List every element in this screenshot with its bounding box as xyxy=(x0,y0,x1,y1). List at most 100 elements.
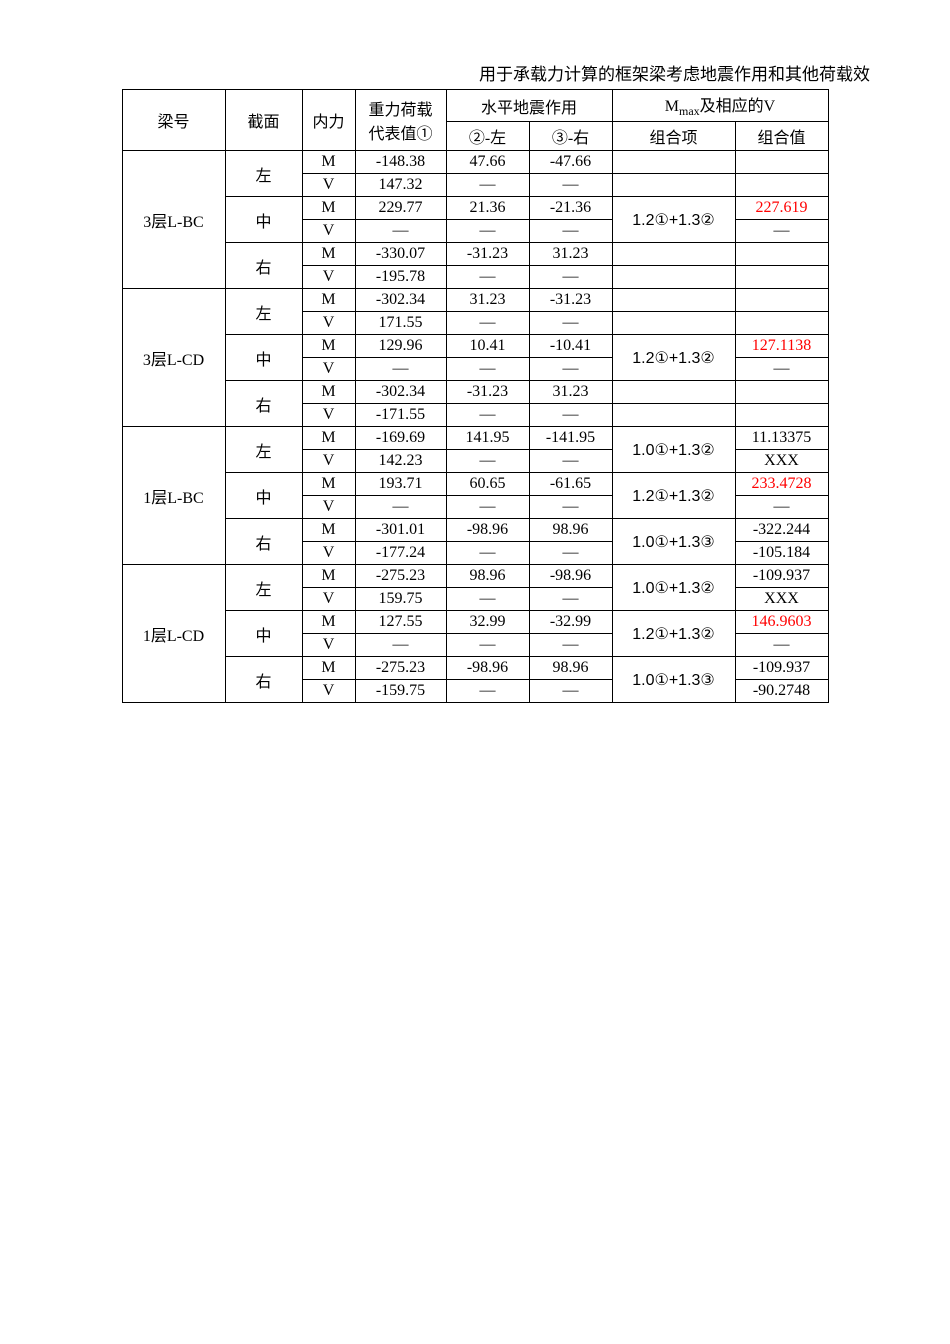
th-comb-item: 组合项 xyxy=(612,122,735,151)
cell-comb-item xyxy=(612,151,735,174)
cell-comb-item xyxy=(612,381,735,404)
cell-comb-val: 227.619 xyxy=(735,197,828,220)
cell-comb-val xyxy=(735,289,828,312)
cell-seis-left: 60.65 xyxy=(446,473,529,496)
cell-gravity: — xyxy=(355,496,446,519)
cell-comb-item: 1.2①+1.3② xyxy=(612,197,735,243)
cell-section: 右 xyxy=(225,381,302,427)
cell-comb-val: -109.937 xyxy=(735,565,828,588)
cell-gravity: -302.34 xyxy=(355,289,446,312)
cell-comb-item: 1.0①+1.3③ xyxy=(612,519,735,565)
cell-comb-item: 1.0①+1.3② xyxy=(612,565,735,611)
cell-gravity: — xyxy=(355,220,446,243)
th-seis-left: ②-左 xyxy=(446,122,529,151)
cell-comb-val: XXX xyxy=(735,588,828,611)
cell-seis-left: — xyxy=(446,220,529,243)
cell-seis-left: -98.96 xyxy=(446,657,529,680)
cell-comb-val: — xyxy=(735,496,828,519)
cell-seis-right: 31.23 xyxy=(529,243,612,266)
cell-seis-left: — xyxy=(446,266,529,289)
cell-comb-val xyxy=(735,404,828,427)
cell-force: M xyxy=(302,197,355,220)
cell-seis-right: — xyxy=(529,634,612,657)
cell-seis-left: -31.23 xyxy=(446,243,529,266)
cell-force: M xyxy=(302,565,355,588)
cell-comb-val: -105.184 xyxy=(735,542,828,565)
table-row: 1层L-CD左M-275.2398.96-98.961.0①+1.3②-109.… xyxy=(122,565,828,588)
cell-seis-left: — xyxy=(446,312,529,335)
cell-gravity: 193.71 xyxy=(355,473,446,496)
cell-seis-left: — xyxy=(446,404,529,427)
table-row: 3层L-CD左M-302.3431.23-31.23 xyxy=(122,289,828,312)
cell-seis-right: — xyxy=(529,174,612,197)
cell-force: M xyxy=(302,335,355,358)
cell-force: V xyxy=(302,588,355,611)
th-section: 截面 xyxy=(225,90,302,151)
cell-gravity: — xyxy=(355,358,446,381)
cell-comb-item: 1.2①+1.3② xyxy=(612,611,735,657)
th-mmax-prefix: M xyxy=(665,98,679,115)
cell-section: 左 xyxy=(225,565,302,611)
cell-comb-val xyxy=(735,381,828,404)
cell-seis-right: — xyxy=(529,220,612,243)
cell-seis-right: -32.99 xyxy=(529,611,612,634)
cell-beam: 3层L-CD xyxy=(122,289,225,427)
cell-comb-val xyxy=(735,151,828,174)
table-row: 右M-301.01-98.9698.961.0①+1.3③-322.244 xyxy=(122,519,828,542)
cell-seis-left: 141.95 xyxy=(446,427,529,450)
th-force: 内力 xyxy=(302,90,355,151)
cell-comb-val xyxy=(735,243,828,266)
cell-seis-right: — xyxy=(529,404,612,427)
cell-seis-left: — xyxy=(446,358,529,381)
cell-gravity: -148.38 xyxy=(355,151,446,174)
cell-gravity: 127.55 xyxy=(355,611,446,634)
cell-gravity: -275.23 xyxy=(355,565,446,588)
cell-comb-item xyxy=(612,243,735,266)
table-row: 右M-275.23-98.9698.961.0①+1.3③-109.937 xyxy=(122,657,828,680)
cell-comb-val: 127.1138 xyxy=(735,335,828,358)
cell-force: V xyxy=(302,496,355,519)
cell-seis-right: — xyxy=(529,680,612,703)
cell-seis-left: — xyxy=(446,680,529,703)
cell-comb-val: — xyxy=(735,358,828,381)
cell-beam: 1层L-BC xyxy=(122,427,225,565)
cell-seis-right: -141.95 xyxy=(529,427,612,450)
cell-force: V xyxy=(302,220,355,243)
table-row: 中M129.9610.41-10.411.2①+1.3②127.1138 xyxy=(122,335,828,358)
cell-force: M xyxy=(302,519,355,542)
cell-section: 右 xyxy=(225,657,302,703)
cell-section: 中 xyxy=(225,611,302,657)
cell-comb-val: -109.937 xyxy=(735,657,828,680)
cell-comb-val: — xyxy=(735,220,828,243)
cell-force: M xyxy=(302,243,355,266)
cell-comb-val xyxy=(735,266,828,289)
table-row: 右M-330.07-31.2331.23 xyxy=(122,243,828,266)
cell-comb-item: 1.2①+1.3② xyxy=(612,473,735,519)
table-row: 中M193.7160.65-61.651.2①+1.3②233.4728 xyxy=(122,473,828,496)
cell-comb-item xyxy=(612,404,735,427)
cell-force: M xyxy=(302,381,355,404)
cell-seis-left: — xyxy=(446,450,529,473)
cell-seis-right: — xyxy=(529,312,612,335)
cell-seis-right: -98.96 xyxy=(529,565,612,588)
cell-comb-val: -90.2748 xyxy=(735,680,828,703)
cell-comb-item: 1.0①+1.3② xyxy=(612,427,735,473)
cell-comb-val: 233.4728 xyxy=(735,473,828,496)
cell-comb-val: 11.13375 xyxy=(735,427,828,450)
cell-force: V xyxy=(302,266,355,289)
table-row: 中M127.5532.99-32.991.2①+1.3②146.9603 xyxy=(122,611,828,634)
cell-seis-left: 98.96 xyxy=(446,565,529,588)
cell-force: V xyxy=(302,358,355,381)
cell-gravity: -302.34 xyxy=(355,381,446,404)
cell-seis-left: -98.96 xyxy=(446,519,529,542)
th-mmax-group: Mmax及相应的V xyxy=(612,90,828,122)
cell-gravity: -177.24 xyxy=(355,542,446,565)
cell-comb-val xyxy=(735,174,828,197)
cell-section: 中 xyxy=(225,473,302,519)
cell-section: 左 xyxy=(225,427,302,473)
cell-comb-val: -322.244 xyxy=(735,519,828,542)
cell-seis-right: — xyxy=(529,542,612,565)
th-mmax-suffix: 及相应的V xyxy=(700,98,776,115)
cell-seis-right: — xyxy=(529,266,612,289)
cell-comb-val xyxy=(735,312,828,335)
